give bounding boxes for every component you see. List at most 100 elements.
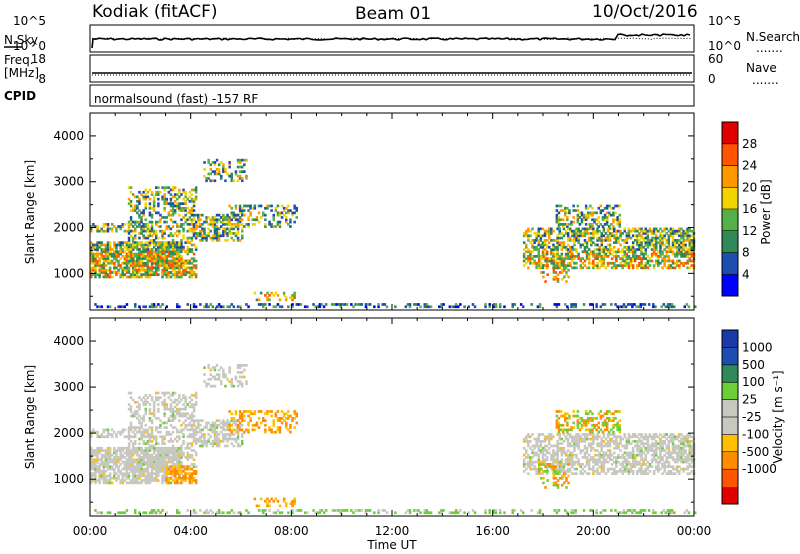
velocity-cell <box>125 470 129 473</box>
power-cell <box>155 261 158 265</box>
power-cell <box>117 255 120 258</box>
power-cell <box>576 213 580 217</box>
power-cell <box>613 250 616 254</box>
power-cell <box>606 229 610 233</box>
velocity-cell <box>583 440 587 443</box>
velocity-cell <box>213 375 217 379</box>
power-cell <box>184 220 187 224</box>
velocity-cell <box>140 435 143 439</box>
velocity-cell <box>111 476 114 480</box>
velocity-cell <box>543 440 547 443</box>
power-cell <box>127 239 131 242</box>
power-cell <box>364 305 368 309</box>
velocity-cell <box>111 467 114 471</box>
power-cell <box>535 266 538 270</box>
power-cell <box>680 250 683 254</box>
velocity-cell <box>182 470 185 473</box>
power-cell <box>594 229 597 233</box>
velocity-cell <box>184 412 187 416</box>
velocity-cell <box>167 430 171 434</box>
power-cell <box>592 229 595 233</box>
power-cell <box>625 252 629 256</box>
power-cell <box>663 243 666 247</box>
velocity-cell <box>102 467 106 471</box>
velocity-cell <box>127 433 131 436</box>
power-cell <box>657 257 660 260</box>
power-cell <box>527 227 530 231</box>
velocity-cell <box>527 444 530 448</box>
velocity-cell <box>192 428 196 432</box>
power-cell <box>278 223 282 226</box>
velocity-cell <box>188 472 192 475</box>
velocity-cell <box>131 446 135 450</box>
power-cell <box>167 241 171 244</box>
velocity-cell <box>566 440 570 443</box>
velocity-cell <box>617 470 620 473</box>
power-cell <box>559 209 563 212</box>
power-cell <box>661 234 664 238</box>
power-cell <box>92 243 95 247</box>
power-cell <box>572 216 575 219</box>
velocity-cell <box>278 426 282 429</box>
power-cell <box>638 227 641 231</box>
velocity-cell <box>188 446 192 450</box>
power-cell <box>104 255 108 258</box>
power-cell <box>627 257 631 260</box>
velocity-cell <box>535 440 538 443</box>
power-cell <box>621 264 624 267</box>
velocity-cell <box>106 433 110 436</box>
power-cell <box>642 236 645 240</box>
power-cell <box>194 245 198 249</box>
velocity-cell <box>602 433 606 436</box>
power-cell <box>274 206 278 210</box>
power-cell <box>580 213 584 217</box>
power-cell <box>569 227 572 231</box>
velocity-cell <box>199 437 202 441</box>
power-cell <box>650 239 654 242</box>
velocity-cell <box>531 463 534 466</box>
velocity-cell <box>171 463 175 466</box>
power-cell <box>131 248 135 251</box>
velocity-cell <box>163 451 166 455</box>
velocity-cell <box>102 481 106 485</box>
power-cell <box>190 193 194 196</box>
power-cell <box>554 275 558 279</box>
velocity-cell <box>558 442 561 445</box>
power-cell <box>152 273 156 276</box>
velocity-cell <box>173 481 177 485</box>
power-cell <box>134 261 137 265</box>
power-cell <box>676 229 679 233</box>
velocity-cell <box>190 417 194 420</box>
velocity-cell <box>215 433 219 436</box>
power-cell <box>264 303 267 306</box>
power-cell <box>150 234 154 238</box>
power-cell <box>556 280 560 283</box>
velocity-cell <box>201 435 204 439</box>
power-cell <box>266 291 269 295</box>
power-cell <box>171 243 175 247</box>
nsearch-series-line <box>91 37 693 41</box>
power-cell <box>173 232 177 235</box>
power-cell <box>556 234 559 238</box>
velocity-cell <box>125 446 129 450</box>
power-cell <box>155 266 158 270</box>
velocity-cell <box>106 456 110 459</box>
velocity-cell <box>104 476 108 480</box>
power-cell <box>636 243 639 247</box>
power-cell <box>425 303 429 306</box>
power-cell <box>531 239 534 242</box>
power-cell <box>553 303 556 306</box>
power-cell <box>161 216 164 219</box>
velocity-cell <box>579 472 582 475</box>
velocity-cell <box>270 410 273 413</box>
power-cell <box>155 257 158 260</box>
velocity-cell <box>106 451 110 455</box>
power-cell <box>226 220 229 224</box>
power-cell <box>217 170 221 173</box>
power-cell <box>184 266 187 270</box>
power-cell <box>157 243 160 247</box>
power-cell <box>192 202 196 205</box>
power-cell <box>190 206 194 210</box>
power-cell <box>619 264 622 267</box>
